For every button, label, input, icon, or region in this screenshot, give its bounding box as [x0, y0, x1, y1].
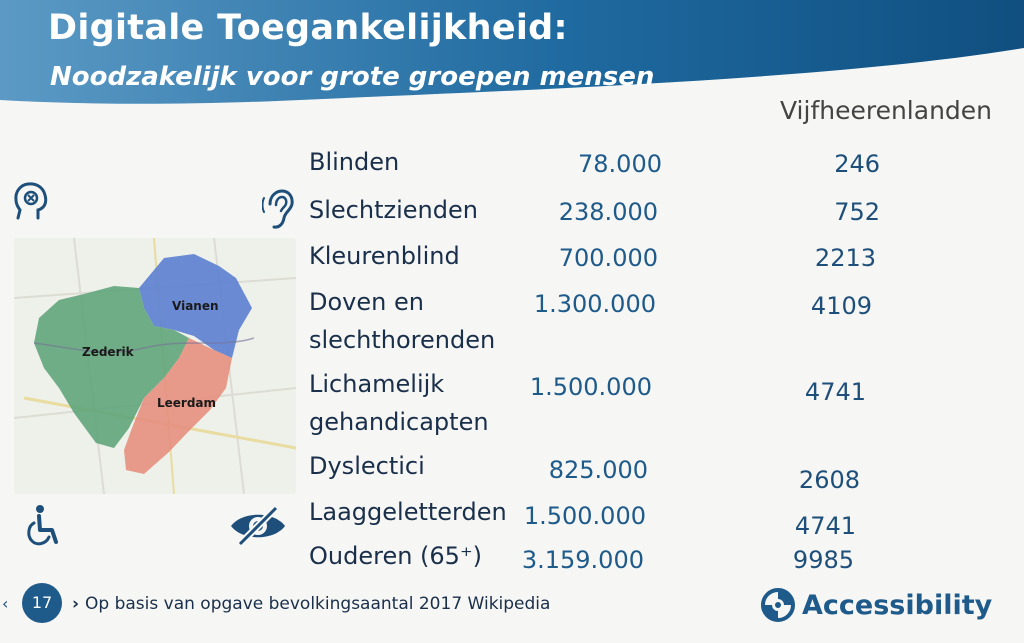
chevron-right-icon: › — [72, 594, 80, 614]
row-national-count: 700.000 — [558, 244, 658, 272]
slide-title: Digitale Toegankelijkheid: — [48, 8, 568, 48]
map-graphic — [14, 238, 296, 494]
map-region-vianen — [139, 254, 252, 358]
row-national-count: 1.500.000 — [529, 373, 652, 401]
row-region-count: 2608 — [798, 466, 860, 494]
head-cognitive-icon — [14, 182, 48, 220]
row-region-count: 246 — [834, 150, 880, 178]
row-region-count: 4109 — [810, 292, 872, 320]
map-label-leerdam: Leerdam — [157, 396, 217, 410]
row-national-count: 78.000 — [578, 150, 662, 178]
map-label-zederik: Zederik — [82, 345, 134, 359]
region-map: Vianen Zederik Leerdam — [14, 238, 296, 494]
row-label: Ouderen (65⁺) — [309, 542, 482, 570]
row-region-count: 9985 — [792, 546, 854, 574]
map-label-vianen: Vianen — [172, 299, 219, 313]
page-number-badge: 17 — [22, 583, 62, 623]
ear-icon — [262, 189, 294, 229]
header-band — [0, 0, 1024, 104]
footer-note: › Op basis van opgave bevolkingsaantal 20… — [72, 594, 551, 614]
row-label: Dyslectici — [309, 452, 425, 480]
row-national-count: 238.000 — [558, 198, 658, 226]
map-region-zederik — [34, 286, 189, 448]
region-column-header: Vijfheerenlanden — [780, 96, 993, 125]
slide-subtitle: Noodzakelijk voor grote groepen mensen — [50, 62, 655, 92]
row-national-count: 3.159.000 — [521, 546, 644, 574]
row-national-count: 1.500.000 — [523, 502, 646, 530]
row-national-count: 1.300.000 — [533, 290, 656, 318]
row-region-count: 4741 — [804, 378, 866, 406]
row-region-count: 2213 — [814, 244, 876, 272]
previous-slide-icon[interactable]: ‹ — [2, 594, 9, 613]
row-region-count: 4741 — [794, 512, 856, 540]
row-label: Lichamelijk gehandicapten — [309, 370, 489, 436]
wheelchair-icon — [27, 505, 58, 546]
accessibility-swirl-icon — [761, 588, 795, 622]
eye-crossed-icon — [231, 506, 285, 546]
row-label: Blinden — [309, 148, 400, 176]
row-national-count: 825.000 — [548, 456, 648, 484]
row-label: Laaggeletterden — [309, 498, 507, 526]
row-label: Slechtzienden — [309, 196, 478, 224]
row-region-count: 752 — [834, 198, 880, 226]
map-region-leerdam — [124, 338, 232, 474]
row-label: Kleurenblind — [309, 242, 460, 270]
accessibility-logo: Accessibility — [760, 585, 992, 625]
row-label: Doven en slechthorenden — [309, 288, 496, 354]
brand-name: Accessibility — [802, 589, 993, 621]
